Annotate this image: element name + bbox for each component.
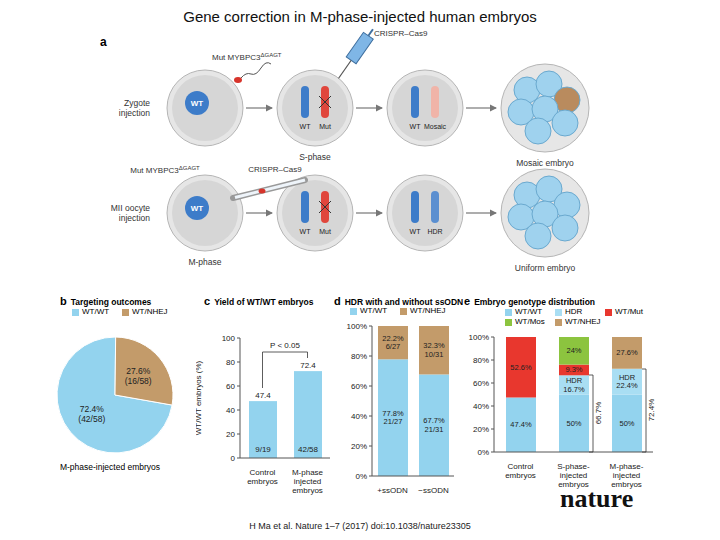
svg-text:Controlembryos: Controlembryos bbox=[247, 468, 278, 486]
svg-text:72.4%(42/58): 72.4%(42/58) bbox=[78, 404, 105, 424]
svg-text:67.7%21/31: 67.7%21/31 bbox=[423, 416, 445, 434]
svg-text:S-phase: S-phase bbox=[299, 152, 331, 162]
svg-text:80: 80 bbox=[226, 358, 235, 367]
svg-text:M-phaseinjectedembryos: M-phaseinjectedembryos bbox=[292, 468, 324, 495]
svg-text:HDR16.7%: HDR16.7% bbox=[563, 376, 585, 394]
html-text:M-phase-injected embryos: M-phase-injected embryos bbox=[59, 462, 161, 472]
svg-text:WT: WT bbox=[300, 228, 312, 235]
html-text:e Embryo genotype distribution: e Embryo genotype distribution bbox=[464, 295, 595, 307]
html-text:S-phase-: S-phase- bbox=[557, 462, 590, 471]
svg-text:60%: 60% bbox=[351, 382, 367, 391]
svg-text:9/19: 9/19 bbox=[255, 445, 271, 454]
svg-text:22.2%6/27: 22.2%6/27 bbox=[382, 334, 404, 352]
html-text:WT/NHEJ: WT/NHEJ bbox=[565, 317, 601, 326]
svg-text:47.4: 47.4 bbox=[255, 391, 271, 400]
svg-text:9.3%: 9.3% bbox=[565, 365, 582, 374]
html-text:d HDR with and without ssODN: d HDR with and without ssODN bbox=[334, 295, 464, 307]
svg-text:60: 60 bbox=[226, 382, 235, 391]
svg-text:0: 0 bbox=[231, 454, 236, 463]
svg-text:27.6%: 27.6% bbox=[616, 348, 638, 357]
html-text:HDR: HDR bbox=[565, 307, 583, 316]
svg-text:100%: 100% bbox=[347, 322, 367, 331]
svg-text:47.4%: 47.4% bbox=[510, 420, 532, 429]
svg-text:M-phase: M-phase bbox=[188, 257, 221, 267]
svg-text:P < 0.05: P < 0.05 bbox=[270, 341, 300, 350]
svg-text:100: 100 bbox=[222, 334, 236, 343]
svg-text:Mut: Mut bbox=[319, 123, 331, 130]
svg-text:Mosaic: Mosaic bbox=[424, 123, 447, 130]
svg-text:52.6%: 52.6% bbox=[510, 363, 532, 372]
html-text:WT/WT: WT/WT bbox=[515, 307, 543, 316]
html-text:c Yield of WT/WT embryos: c Yield of WT/WT embryos bbox=[204, 295, 314, 307]
svg-text:MII oocyte: MII oocyte bbox=[111, 203, 150, 213]
html-text:injected: injected bbox=[559, 471, 588, 480]
svg-text:Mut MYBPC3ΔGAGT: Mut MYBPC3ΔGAGT bbox=[212, 52, 282, 62]
html-text:WT/WT: WT/WT bbox=[82, 307, 110, 316]
html-text:WT/WT: WT/WT bbox=[360, 306, 388, 315]
svg-text:40%: 40% bbox=[473, 402, 489, 411]
html-text:embryos: embryos bbox=[558, 480, 589, 489]
svg-text:0%: 0% bbox=[477, 448, 489, 457]
svg-text:+ssODN: +ssODN bbox=[377, 486, 408, 495]
svg-text:50%: 50% bbox=[619, 419, 634, 428]
svg-text:CRISPR–Cas9: CRISPR–Cas9 bbox=[374, 29, 428, 38]
html-text:WT/Mos: WT/Mos bbox=[515, 317, 545, 326]
svg-text:72.4%: 72.4% bbox=[647, 399, 656, 422]
svg-text:Controlembryos: Controlembryos bbox=[505, 462, 536, 480]
html-text:H Ma et al. Nature 1–7 (2017): H Ma et al. Nature 1–7 (2017) doi:10.103… bbox=[249, 521, 471, 531]
html-text:WT/NHEJ: WT/NHEJ bbox=[132, 307, 168, 316]
svg-text:CRISPR–Cas9: CRISPR–Cas9 bbox=[248, 165, 302, 174]
svg-text:80%: 80% bbox=[351, 352, 367, 361]
svg-text:WT: WT bbox=[191, 99, 204, 108]
svg-text:HDR: HDR bbox=[427, 228, 442, 235]
svg-text:24%: 24% bbox=[566, 346, 581, 355]
svg-text:Mosaic embryo: Mosaic embryo bbox=[516, 158, 574, 168]
svg-text:20%: 20% bbox=[351, 442, 367, 451]
svg-text:injection: injection bbox=[119, 108, 150, 118]
html-text:embryos: embryos bbox=[611, 480, 642, 489]
svg-text:Mut MYBPC3ΔGAGT: Mut MYBPC3ΔGAGT bbox=[130, 165, 200, 175]
html-text:injected: injected bbox=[612, 471, 641, 480]
svg-text:27.6%(16/58): 27.6%(16/58) bbox=[125, 366, 152, 386]
svg-text:WT: WT bbox=[191, 204, 204, 213]
html-text:WT/NHEJ: WT/NHEJ bbox=[410, 306, 446, 315]
svg-text:0%: 0% bbox=[355, 472, 367, 481]
svg-text:a: a bbox=[100, 35, 107, 49]
svg-text:77.8%21/27: 77.8%21/27 bbox=[382, 409, 404, 427]
svg-text:injection: injection bbox=[119, 213, 150, 223]
svg-text:20: 20 bbox=[226, 430, 235, 439]
svg-text:60%: 60% bbox=[473, 379, 489, 388]
svg-text:WT: WT bbox=[410, 228, 422, 235]
html-text:M-phase-: M-phase- bbox=[609, 462, 644, 471]
svg-text:42/58: 42/58 bbox=[298, 445, 319, 454]
html-text:WT/Mut: WT/Mut bbox=[615, 307, 643, 316]
svg-text:Mut: Mut bbox=[319, 228, 331, 235]
svg-text:100%: 100% bbox=[469, 333, 489, 342]
svg-text:72.4: 72.4 bbox=[300, 361, 316, 370]
svg-text:Zygote: Zygote bbox=[124, 98, 150, 108]
svg-text:20%: 20% bbox=[473, 425, 489, 434]
svg-text:HDR22.4%: HDR22.4% bbox=[616, 373, 638, 391]
svg-text:32.3%10/31: 32.3%10/31 bbox=[423, 341, 445, 359]
svg-text:WT: WT bbox=[300, 123, 312, 130]
svg-text:40: 40 bbox=[226, 406, 235, 415]
html-text:nature: nature bbox=[560, 484, 634, 513]
svg-text:−ssODN: −ssODN bbox=[418, 486, 449, 495]
svg-text:Uniform embryo: Uniform embryo bbox=[515, 263, 576, 273]
svg-text:50%: 50% bbox=[566, 419, 581, 428]
svg-text:40%: 40% bbox=[351, 412, 367, 421]
svg-text:80%: 80% bbox=[473, 356, 489, 365]
html-text:b Targeting outcomes: b Targeting outcomes bbox=[60, 295, 152, 307]
svg-text:WT/WT embryos (%): WT/WT embryos (%) bbox=[196, 360, 203, 435]
html-text:Gene correction in M-phase-inj: Gene correction in M-phase-injected huma… bbox=[183, 8, 537, 25]
svg-text:66.7%: 66.7% bbox=[594, 402, 603, 425]
svg-text:WT: WT bbox=[410, 123, 422, 130]
